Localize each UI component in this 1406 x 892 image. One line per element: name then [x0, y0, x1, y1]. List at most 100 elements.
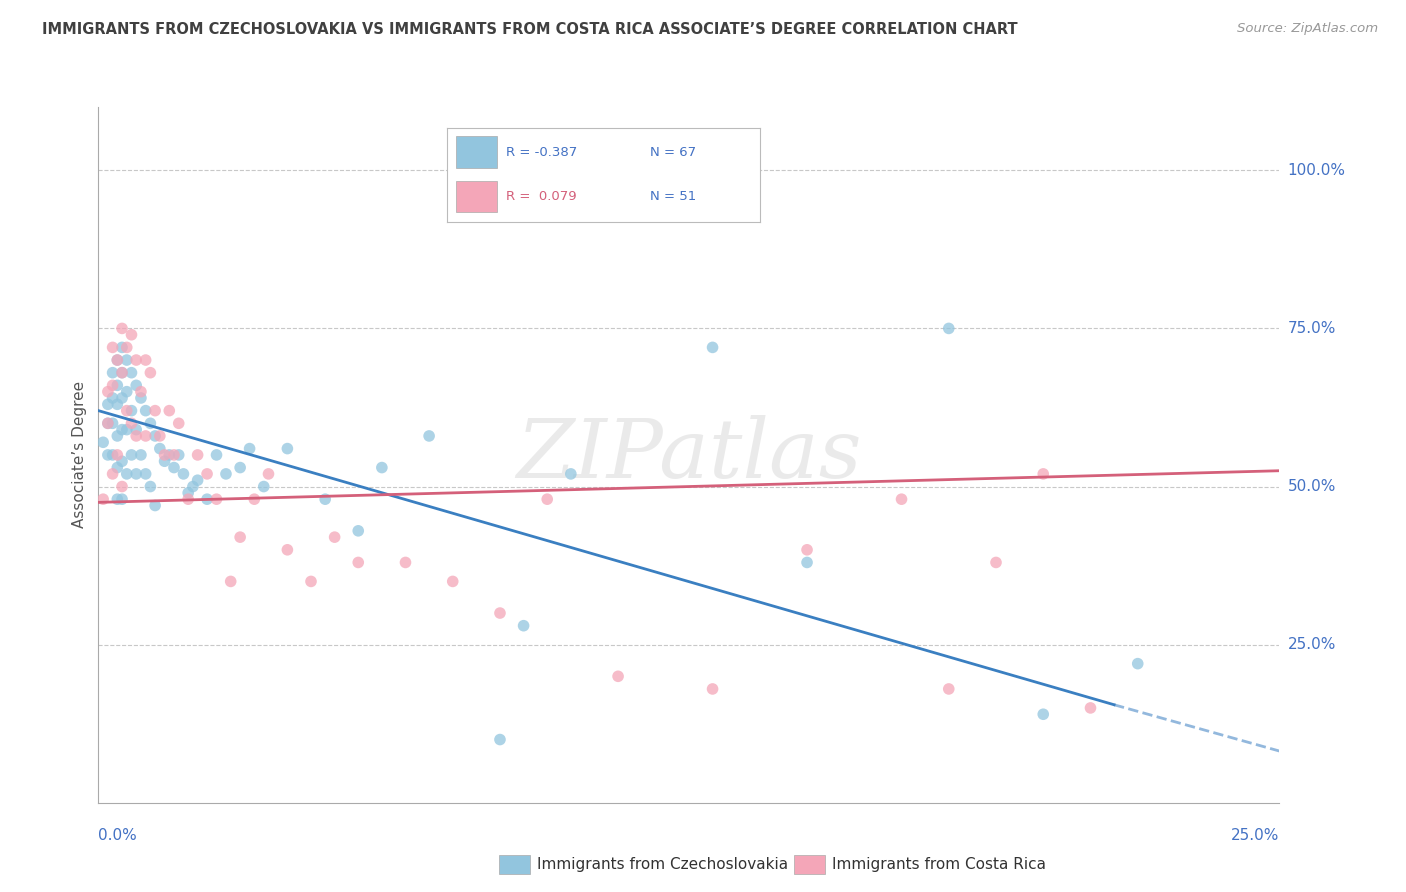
Text: Immigrants from Czechoslovakia: Immigrants from Czechoslovakia	[537, 857, 789, 871]
Point	[135, 403, 157, 417]
Point	[347, 556, 370, 570]
Point	[796, 542, 818, 557]
Point	[796, 556, 818, 570]
Point	[115, 340, 138, 354]
Point	[143, 403, 166, 417]
Text: 75.0%: 75.0%	[1288, 321, 1336, 336]
Point	[143, 499, 166, 513]
Point	[111, 321, 134, 335]
Point	[115, 353, 138, 368]
Point	[323, 530, 346, 544]
Point	[139, 366, 162, 380]
Point	[163, 460, 186, 475]
Point	[121, 403, 143, 417]
Point	[105, 353, 128, 368]
Point	[111, 454, 134, 468]
Point	[105, 353, 128, 368]
Text: Source: ZipAtlas.com: Source: ZipAtlas.com	[1237, 22, 1378, 36]
Point	[91, 492, 114, 507]
Point	[121, 417, 143, 431]
Point	[172, 467, 194, 481]
Point	[97, 417, 120, 431]
Point	[135, 467, 157, 481]
Point	[101, 340, 124, 354]
Point	[143, 429, 166, 443]
Point	[229, 530, 252, 544]
Point	[111, 492, 134, 507]
Point	[153, 454, 176, 468]
Point	[938, 321, 960, 335]
Point	[560, 467, 582, 481]
Point	[299, 574, 322, 589]
Point	[205, 448, 228, 462]
Point	[101, 366, 124, 380]
Point	[177, 492, 200, 507]
Point	[276, 442, 298, 456]
Point	[418, 429, 440, 443]
Text: 100.0%: 100.0%	[1288, 163, 1346, 178]
Point	[125, 467, 148, 481]
Point	[205, 492, 228, 507]
Point	[115, 403, 138, 417]
Point	[115, 467, 138, 481]
Point	[187, 448, 209, 462]
Point	[129, 391, 152, 405]
Point	[139, 417, 162, 431]
Point	[157, 403, 180, 417]
Point	[97, 384, 120, 399]
Point	[347, 524, 370, 538]
Point	[276, 542, 298, 557]
Point	[702, 340, 724, 354]
Point	[607, 669, 630, 683]
Point	[91, 435, 114, 450]
Point	[253, 479, 276, 493]
Text: ZIPatlas: ZIPatlas	[516, 415, 862, 495]
Point	[630, 182, 652, 196]
Point	[135, 353, 157, 368]
Point	[101, 448, 124, 462]
Point	[121, 327, 143, 342]
Point	[229, 460, 252, 475]
Point	[149, 429, 172, 443]
Point	[105, 429, 128, 443]
Point	[167, 417, 190, 431]
Point	[257, 467, 280, 481]
Point	[1032, 467, 1054, 481]
Point	[441, 574, 464, 589]
Point	[157, 448, 180, 462]
Point	[105, 448, 128, 462]
Point	[125, 378, 148, 392]
Text: 25.0%: 25.0%	[1288, 637, 1336, 652]
Point	[105, 492, 128, 507]
Point	[101, 391, 124, 405]
Text: Immigrants from Costa Rica: Immigrants from Costa Rica	[832, 857, 1046, 871]
Point	[105, 397, 128, 411]
Point	[512, 618, 534, 632]
Point	[489, 606, 512, 620]
Point	[125, 429, 148, 443]
Point	[938, 681, 960, 696]
Point	[1126, 657, 1149, 671]
Point	[314, 492, 336, 507]
Point	[394, 556, 416, 570]
Point	[215, 467, 238, 481]
Y-axis label: Associate’s Degree: Associate’s Degree	[72, 382, 87, 528]
Point	[111, 366, 134, 380]
Point	[984, 556, 1007, 570]
Point	[243, 492, 266, 507]
Point	[115, 384, 138, 399]
Point	[105, 378, 128, 392]
Point	[111, 340, 134, 354]
Point	[125, 353, 148, 368]
Point	[1032, 707, 1054, 722]
Point	[97, 397, 120, 411]
Point	[195, 492, 218, 507]
Point	[111, 366, 134, 380]
Point	[489, 732, 512, 747]
Point	[239, 442, 262, 456]
Point	[101, 467, 124, 481]
Point	[121, 448, 143, 462]
Point	[97, 448, 120, 462]
Point	[111, 423, 134, 437]
Point	[139, 479, 162, 493]
